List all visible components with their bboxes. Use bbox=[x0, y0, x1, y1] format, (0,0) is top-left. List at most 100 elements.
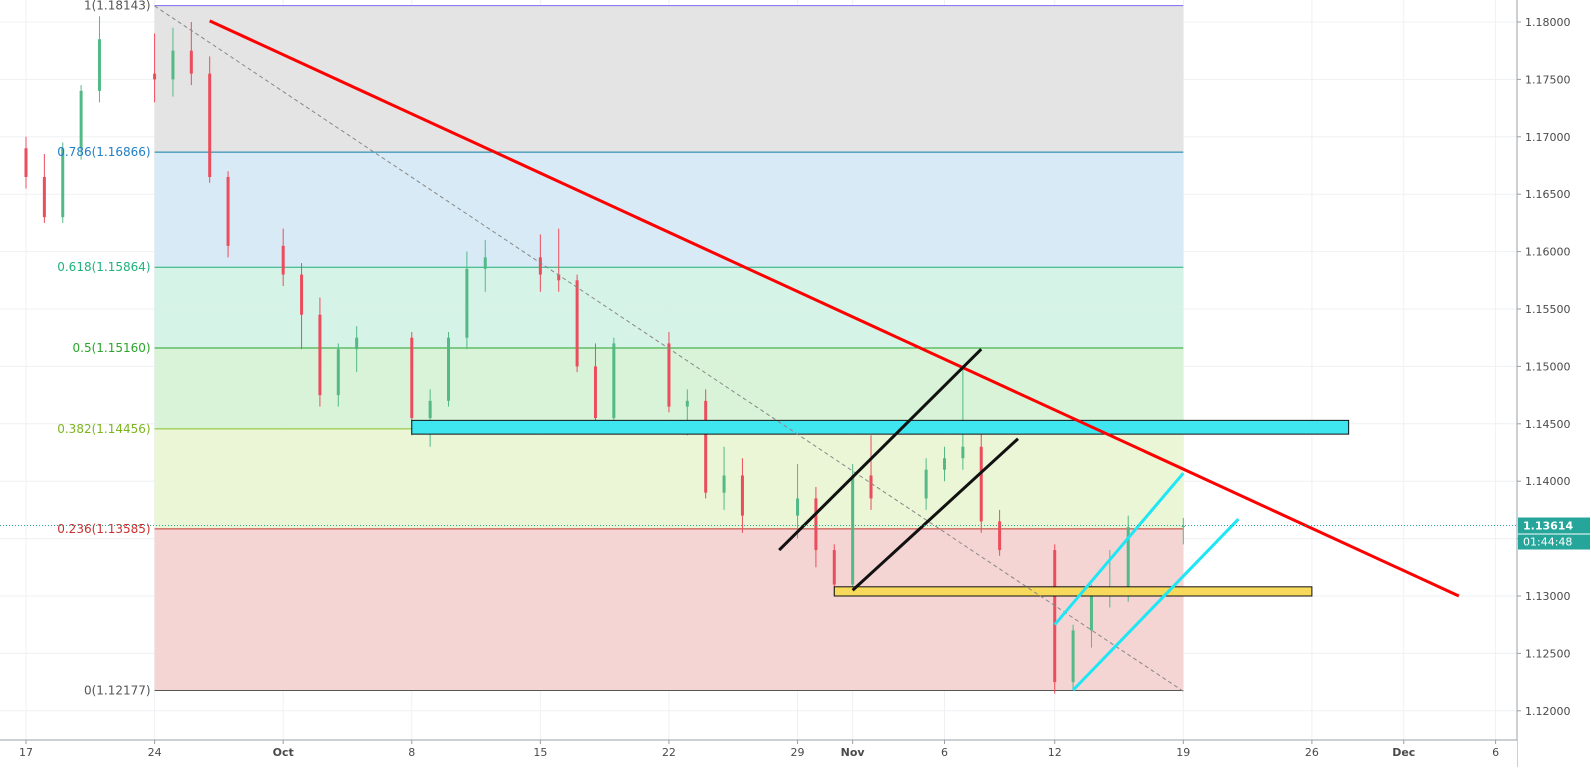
fib-diagonal[interactable] bbox=[154, 5, 1184, 692]
candle-body bbox=[300, 274, 304, 315]
cyan-channel-upper[interactable] bbox=[1053, 472, 1185, 626]
price-tick-label: 1.13000 bbox=[1525, 590, 1571, 603]
candle-body bbox=[318, 314, 322, 396]
price-tick-label: 1.17500 bbox=[1525, 73, 1571, 86]
candle-body bbox=[832, 550, 836, 585]
candle-body bbox=[943, 458, 946, 470]
candle-body bbox=[851, 475, 855, 585]
candle-body bbox=[336, 349, 340, 396]
candle-body bbox=[1053, 550, 1057, 683]
candle-body bbox=[961, 446, 965, 459]
candle-body bbox=[410, 337, 414, 419]
candle-body bbox=[42, 176, 46, 218]
candle-body bbox=[24, 148, 28, 177]
yellow-support-zone[interactable] bbox=[833, 586, 1313, 597]
time-axis[interactable]: 17 24 Oct 8 15 22 29 Nov 6 12 19 26 Dec 6 bbox=[0, 739, 1517, 767]
candle-body bbox=[722, 475, 726, 493]
candle-body bbox=[483, 257, 487, 269]
candle-body bbox=[593, 366, 597, 419]
fib-zone-1-to-0-786 bbox=[154, 5, 1184, 153]
fib-label-0-786: 0.786(1.16866) bbox=[57, 145, 150, 159]
fib-label-0: 0(1.12177) bbox=[84, 683, 151, 697]
cyan-resistance-zone[interactable] bbox=[411, 419, 1350, 435]
fib-label-0-618: 0.618(1.15864) bbox=[57, 260, 150, 274]
candle-body bbox=[1126, 527, 1130, 591]
price-tick-label: 1.18000 bbox=[1525, 16, 1571, 29]
trendlines[interactable] bbox=[154, 5, 1460, 692]
time-tick-label: Dec bbox=[1392, 746, 1415, 759]
candle-body bbox=[355, 337, 359, 350]
black-channel-upper[interactable] bbox=[778, 348, 983, 552]
candle-body bbox=[171, 50, 175, 80]
fib-zone-0-382-to-0-236 bbox=[154, 428, 1184, 529]
countdown-label: 01:44:48 bbox=[1523, 536, 1572, 549]
time-tick-label: 24 bbox=[148, 746, 162, 759]
candle-body bbox=[465, 268, 469, 338]
time-axis-bg bbox=[0, 740, 1517, 767]
time-tick-label: Oct bbox=[273, 746, 294, 759]
candle-body bbox=[685, 400, 689, 407]
cyan-channel-lower[interactable] bbox=[1072, 518, 1240, 692]
price-tick-label: 1.15000 bbox=[1525, 360, 1571, 373]
candle-body bbox=[612, 343, 616, 419]
candle-body bbox=[1071, 630, 1075, 683]
price-tick-label: 1.12500 bbox=[1525, 647, 1571, 660]
support-resistance-zones[interactable] bbox=[411, 419, 1350, 597]
candle-body bbox=[79, 90, 83, 149]
candle-body bbox=[447, 337, 451, 401]
candle-body bbox=[869, 475, 873, 499]
candle-body bbox=[557, 274, 561, 281]
candle-body bbox=[61, 148, 65, 218]
price-axis-bg bbox=[1517, 0, 1591, 767]
fib-label-1: 1(1.18143) bbox=[84, 0, 151, 13]
time-tick-label: Nov bbox=[841, 746, 866, 759]
red-downtrend-line[interactable] bbox=[209, 19, 1460, 598]
candle-body bbox=[814, 498, 818, 551]
candle-body bbox=[704, 400, 708, 493]
price-tick-label: 1.16000 bbox=[1525, 246, 1571, 259]
price-axis[interactable]: 1.18000 1.17500 1.17000 1.16500 1.16000 1.155… bbox=[1516, 0, 1591, 767]
price-tick-label: 1.14500 bbox=[1525, 418, 1571, 431]
candle-body bbox=[575, 280, 579, 367]
candle-body bbox=[796, 498, 800, 516]
candle-body bbox=[924, 469, 928, 499]
candle-body bbox=[998, 521, 1002, 551]
fib-label-0-5: 0.5(1.15160) bbox=[73, 341, 151, 355]
candle-body bbox=[226, 176, 230, 246]
time-tick-label: 29 bbox=[791, 746, 805, 759]
time-tick-label: 26 bbox=[1305, 746, 1319, 759]
candle-body bbox=[153, 73, 157, 80]
fib-label-0-382: 0.382(1.14456) bbox=[57, 422, 150, 436]
candle-body bbox=[281, 245, 285, 275]
current-price-label: 1.13614 bbox=[1523, 520, 1573, 533]
time-tick-label: 6 bbox=[941, 746, 948, 759]
fib-zone-0-236-to-0 bbox=[154, 528, 1184, 691]
candle-body bbox=[97, 39, 101, 91]
price-tick-label: 1.17000 bbox=[1525, 131, 1571, 144]
fib-level-labels: 1(1.18143) 0.786(1.16866) 0.618(1.15864) 0.… bbox=[57, 0, 150, 697]
price-tick-label: 1.15500 bbox=[1525, 303, 1571, 316]
current-price-badge bbox=[1518, 517, 1590, 534]
candle-body bbox=[1181, 525, 1185, 528]
price-tick-label: 1.12000 bbox=[1525, 705, 1571, 718]
time-tick-label: 22 bbox=[662, 746, 676, 759]
candle-body bbox=[1089, 596, 1093, 631]
time-tick-label: 12 bbox=[1048, 746, 1062, 759]
candle-body bbox=[667, 343, 671, 407]
time-tick-label: 8 bbox=[408, 746, 415, 759]
black-channel-lower[interactable] bbox=[851, 437, 1019, 592]
time-tick-label: 19 bbox=[1176, 746, 1190, 759]
time-tick-label: 6 bbox=[1492, 746, 1499, 759]
fib-zone-0-786-to-0-618 bbox=[154, 152, 1184, 268]
candle-body bbox=[979, 446, 983, 522]
candles bbox=[24, 16, 1185, 694]
candle-body bbox=[538, 257, 542, 275]
candle-body bbox=[189, 50, 193, 74]
countdown-badge bbox=[1518, 534, 1590, 550]
candle-body bbox=[428, 400, 432, 419]
candle-body bbox=[208, 73, 212, 177]
candle-body bbox=[740, 475, 744, 516]
price-tick-label: 1.14000 bbox=[1525, 475, 1571, 488]
